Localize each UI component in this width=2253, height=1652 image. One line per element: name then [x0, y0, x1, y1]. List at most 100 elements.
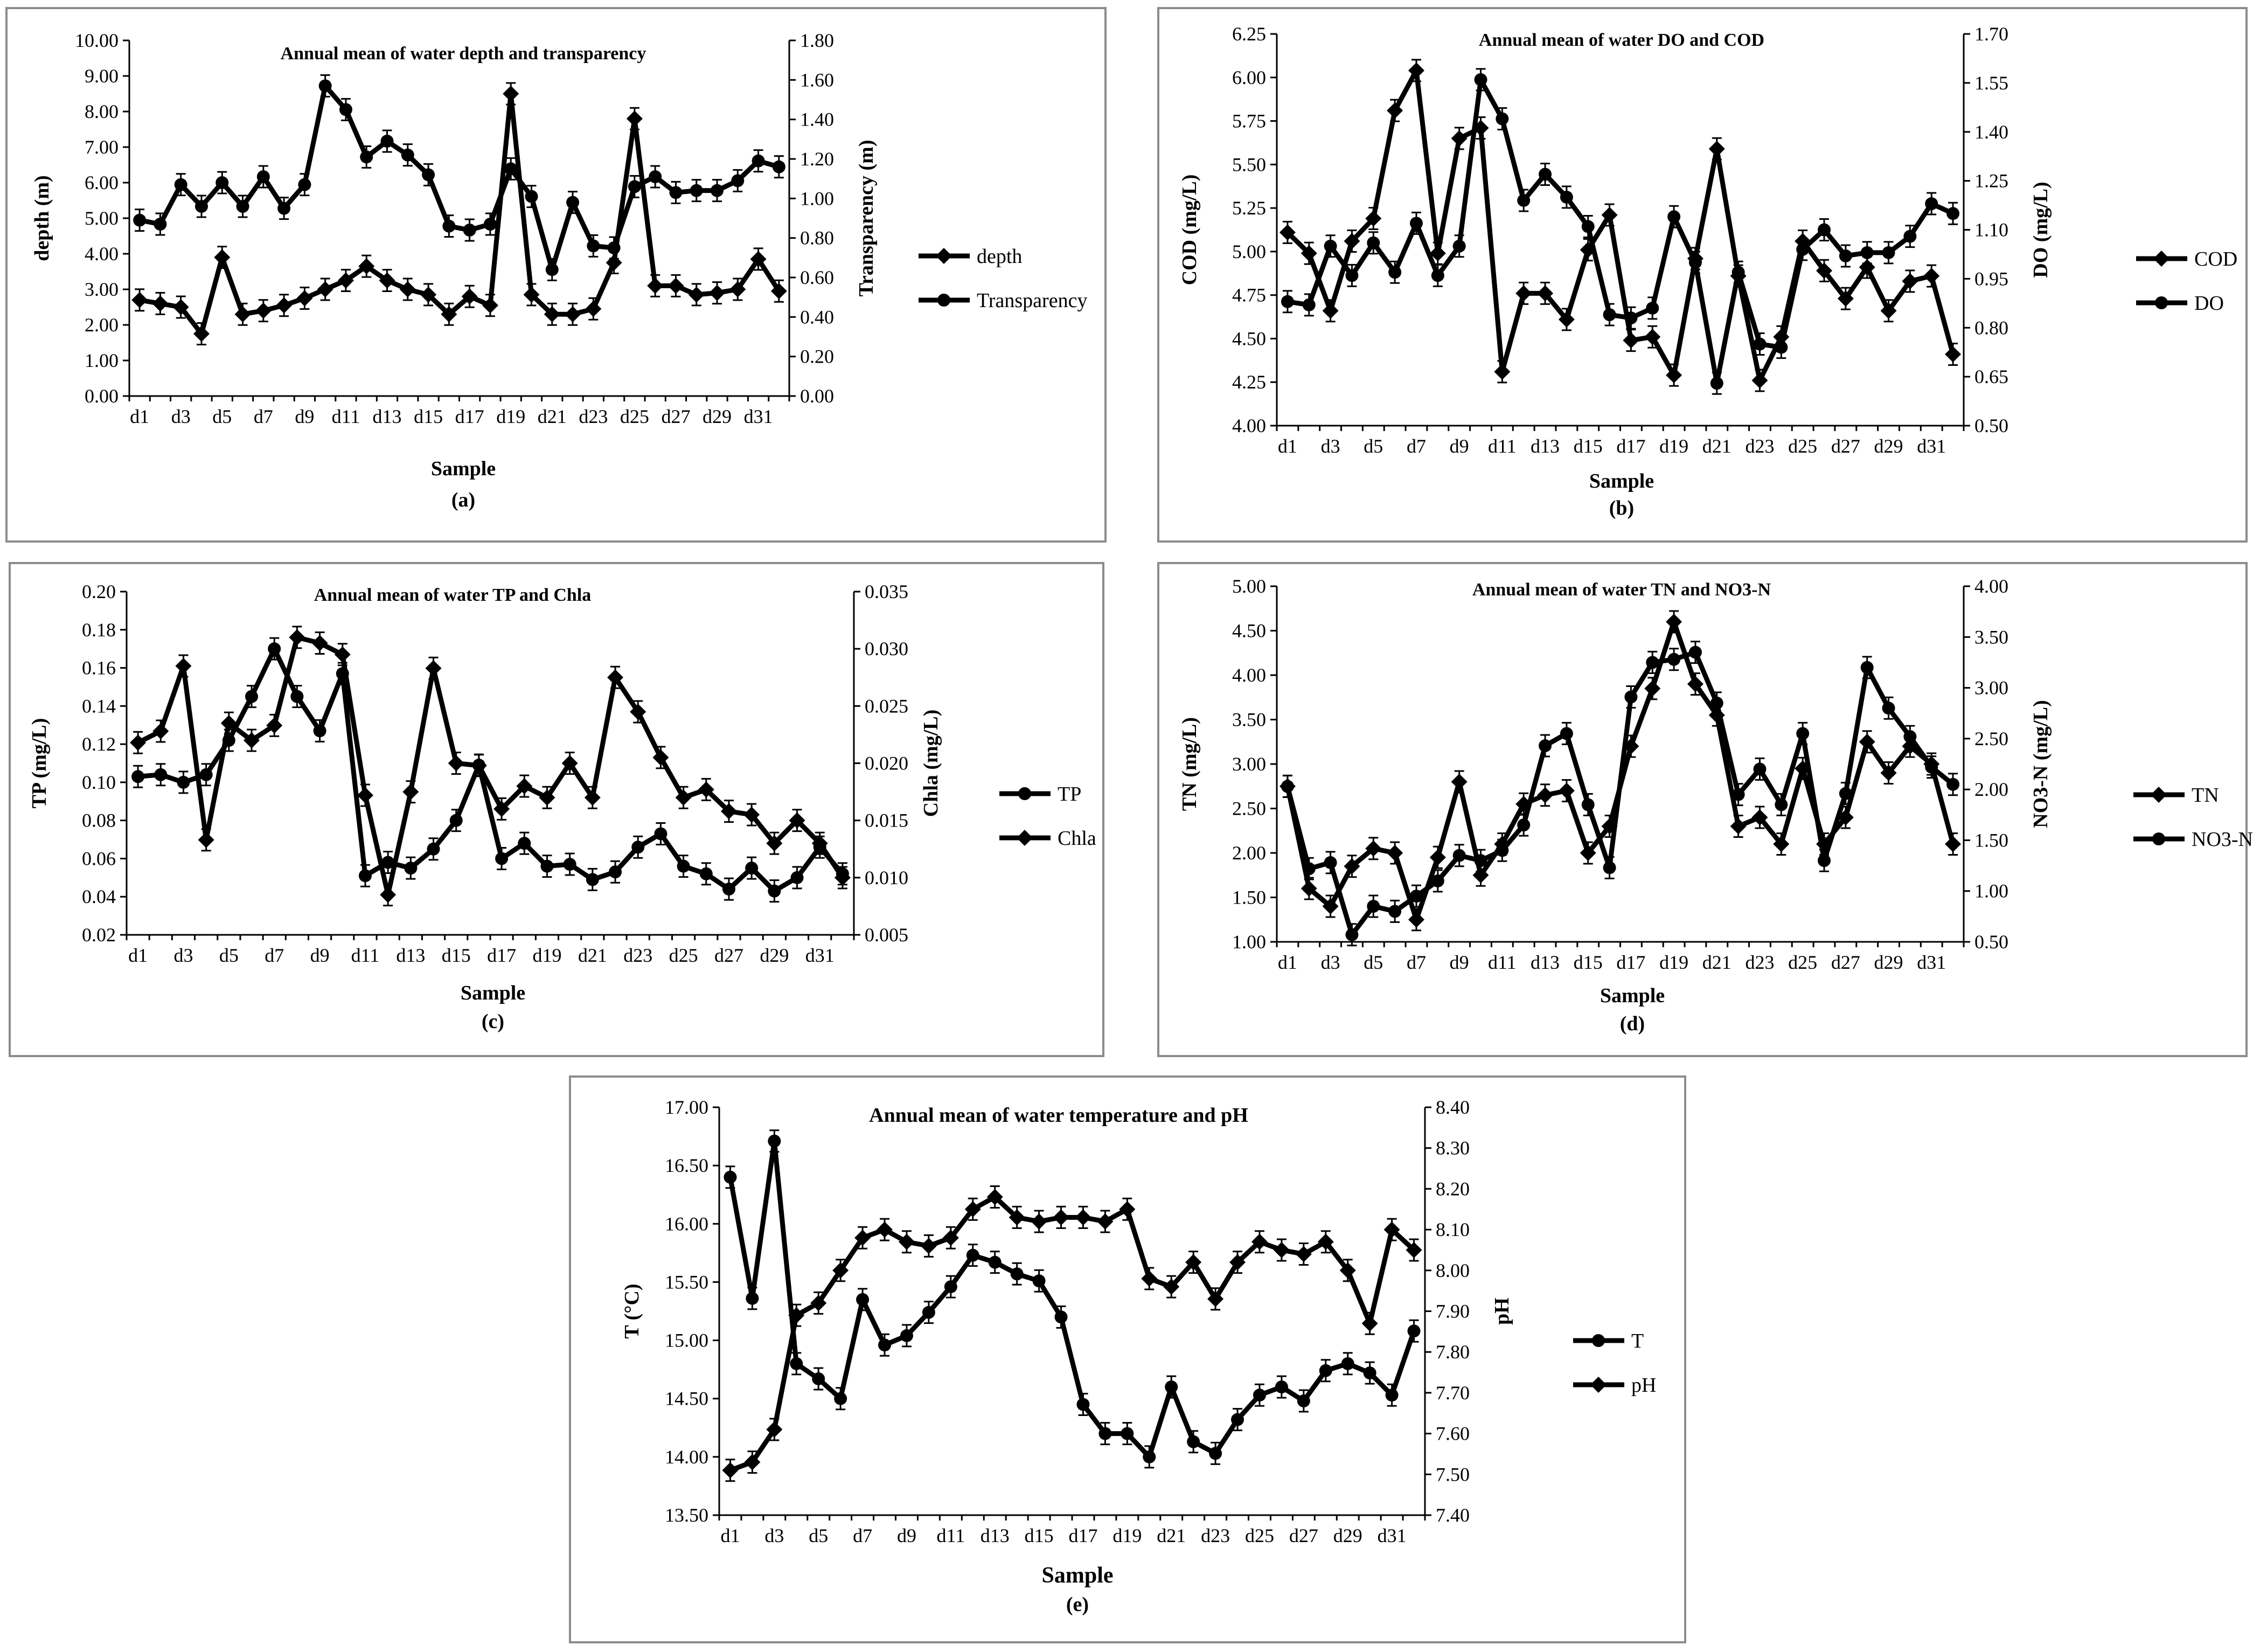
x-tick-label: d11: [1488, 435, 1517, 457]
data-point-Transparency: [711, 184, 724, 197]
data-point-DO: [1624, 311, 1638, 325]
data-point-NO3-N: [1367, 900, 1380, 913]
data-point-DO: [1946, 207, 1960, 220]
chart-panel-d: Annual mean of water TN and NO3-N Sample…: [1157, 562, 2253, 1057]
data-point-Chla: [470, 757, 487, 774]
y-tick-label-left: 0.02: [82, 924, 116, 946]
data-point-Chla: [448, 755, 464, 772]
data-point-T: [812, 1372, 825, 1385]
x-tick-label: d31: [1917, 952, 1946, 973]
data-point-depth: [585, 301, 602, 317]
x-tick-label: d21: [578, 945, 607, 966]
data-point-TP: [177, 775, 190, 789]
chart-d-panel-label: (d): [1620, 1012, 1645, 1035]
data-point-COD: [1708, 141, 1725, 157]
x-tick-label: d9: [897, 1525, 916, 1546]
data-point-pH: [1273, 1241, 1290, 1258]
y-tick-label-left: 5.75: [1232, 110, 1266, 132]
data-point-NO3-N: [1732, 788, 1745, 801]
data-point-pH: [1317, 1233, 1334, 1250]
x-tick-label: d19: [532, 945, 561, 966]
x-tick-label: d1: [720, 1525, 740, 1546]
x-tick-label: d25: [1788, 952, 1817, 973]
data-point-Transparency: [772, 160, 785, 173]
y-tick-label-left: 4.50: [1232, 328, 1266, 349]
data-point-T: [988, 1255, 1002, 1269]
legend-swatch-marker: [1018, 787, 1031, 800]
data-point-Chla: [675, 789, 692, 806]
x-tick-label: d31: [744, 406, 773, 427]
x-tick-label: d13: [373, 406, 402, 427]
data-point-COD: [1880, 302, 1897, 319]
data-point-depth: [234, 306, 251, 323]
y-tick-label-left: 9.00: [85, 65, 119, 87]
data-point-T: [1319, 1364, 1332, 1377]
x-tick-label: d7: [265, 945, 284, 966]
x-tick-label: d3: [764, 1525, 784, 1546]
y-tick-label-right: 0.00: [800, 385, 834, 407]
data-point-pH: [1229, 1254, 1246, 1271]
x-tick-label: d11: [332, 406, 360, 427]
chart-d-title-text: Annual mean of water TN and NO3-N: [1472, 580, 1771, 600]
data-point-TP: [518, 837, 531, 850]
data-point-pH: [1207, 1290, 1224, 1307]
data-point-NO3-N: [1710, 696, 1723, 710]
data-point-Transparency: [649, 170, 662, 183]
data-point-Chla: [584, 789, 601, 806]
y-tick-label-left: 4.75: [1232, 284, 1266, 306]
data-point-Chla: [493, 801, 510, 817]
panel-c-frame: [9, 562, 1104, 1057]
series-Chla: [130, 626, 851, 907]
y-tick-label-right: 1.10: [1974, 219, 2008, 241]
data-point-Chla: [175, 658, 192, 675]
x-tick-label: d1: [1278, 952, 1297, 973]
panel-a-frame: [5, 7, 1107, 543]
legend-label: TN: [2192, 784, 2219, 807]
x-tick-label: d21: [1702, 952, 1732, 973]
data-point-DO: [1345, 269, 1359, 282]
data-point-TP: [586, 873, 599, 886]
data-point-COD: [1816, 262, 1833, 279]
data-point-NO3-N: [1624, 690, 1638, 704]
data-point-pH: [744, 1454, 761, 1470]
data-point-TP: [449, 814, 463, 827]
data-point-T: [1121, 1427, 1134, 1440]
chart-a-title: Annual mean of water depth and transpare…: [281, 44, 646, 64]
data-point-Transparency: [133, 213, 147, 227]
data-point-depth: [544, 306, 560, 323]
x-tick-label: d29: [703, 406, 732, 427]
data-point-Transparency: [277, 202, 291, 215]
legend-label: Transparency: [977, 289, 1087, 312]
data-point-DO: [1367, 236, 1380, 249]
data-point-T: [900, 1329, 913, 1342]
data-point-pH: [1119, 1201, 1136, 1218]
y-axis-label-left: depth (m): [31, 175, 53, 261]
y-tick-label-right: 0.005: [865, 924, 908, 946]
data-point-pH: [832, 1262, 849, 1279]
data-point-Chla: [357, 787, 373, 803]
x-tick-label: d5: [219, 945, 239, 966]
data-point-NO3-N: [1496, 844, 1509, 857]
x-tick-label: d7: [254, 406, 273, 427]
x-tick-label: d15: [1574, 435, 1603, 457]
data-point-Transparency: [339, 103, 352, 116]
y-tick-label-left: 4.00: [85, 243, 119, 265]
data-point-Transparency: [380, 135, 394, 148]
x-tick-label: d3: [1321, 435, 1340, 457]
plot-area-a: 0.00 1.00 2.00 3.00 4.00 5.00 6.00 7.00 8.00 9.00…: [31, 30, 1087, 427]
series-DO: [1281, 68, 1960, 395]
data-point-TP: [154, 768, 168, 781]
data-point-T: [1407, 1324, 1421, 1338]
data-point-NO3-N: [1775, 798, 1788, 811]
data-point-DO: [1452, 239, 1466, 253]
chart-b-xlabel: Sample: [1589, 470, 1654, 492]
y-axis-label-right: DO (mg/L): [2029, 182, 2052, 277]
data-point-COD: [1537, 285, 1554, 302]
data-point-depth: [296, 290, 313, 307]
y-tick-label-right: 1.00: [1974, 880, 2008, 902]
x-tick-label: d25: [669, 945, 698, 966]
x-tick-label: d17: [487, 945, 516, 966]
data-point-Transparency: [669, 186, 683, 199]
y-tick-label-left: 16.00: [665, 1213, 708, 1234]
y-tick-label-right: 1.40: [800, 109, 834, 130]
